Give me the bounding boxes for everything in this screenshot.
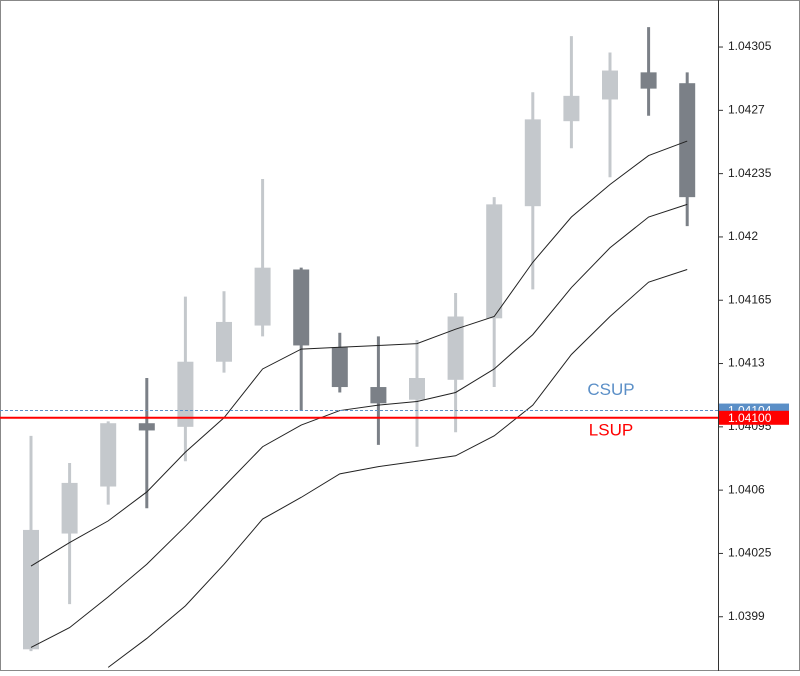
candle-body — [293, 269, 310, 346]
y-tick-label: 1.04305 — [728, 39, 772, 53]
candle-body — [679, 83, 696, 198]
indicator-line — [30, 140, 688, 567]
candle-body — [216, 321, 232, 362]
candle-body — [138, 423, 155, 431]
candle-body — [254, 267, 271, 326]
y-tick-label: 1.0427 — [728, 102, 765, 116]
indicator-line — [30, 203, 688, 648]
candle-body — [563, 95, 580, 122]
candle-body — [409, 378, 425, 400]
candle-body — [331, 347, 348, 388]
candle-body — [61, 482, 78, 534]
level-name: LSUP — [589, 420, 633, 439]
candle-body — [23, 529, 39, 650]
indicator-line — [107, 269, 688, 668]
y-tick-label: 1.0399 — [728, 609, 765, 623]
y-tick-label: 1.04165 — [728, 292, 772, 306]
candle-body — [524, 119, 541, 207]
price-box — [719, 410, 789, 425]
y-tick-label: 1.04235 — [728, 166, 772, 180]
candle-body — [447, 316, 464, 380]
candle-body — [370, 387, 387, 404]
y-tick-label: 1.0413 — [728, 356, 765, 370]
price-box-label: 1.04100 — [728, 411, 772, 425]
candle-body — [602, 70, 618, 100]
y-tick-label: 1.0406 — [728, 482, 765, 496]
level-name: CSUP — [587, 380, 634, 399]
candle-body — [486, 204, 503, 319]
y-tick-label: 1.04025 — [728, 546, 772, 560]
candle-body — [100, 423, 117, 487]
candle-body — [640, 72, 657, 89]
y-tick-label: 1.042 — [728, 229, 758, 243]
